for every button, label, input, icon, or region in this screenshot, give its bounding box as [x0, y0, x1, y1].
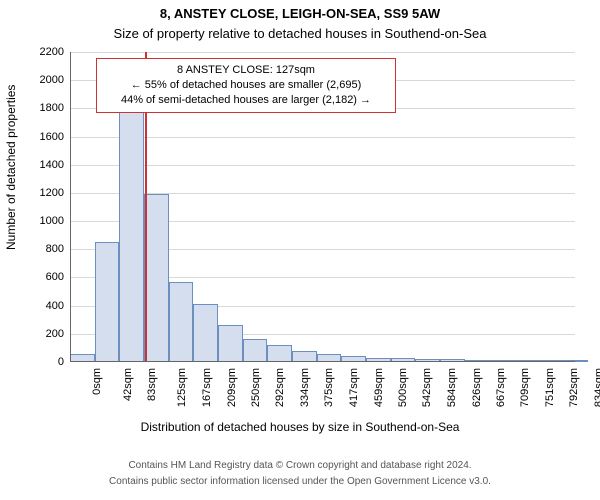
- x-tick-label: 792sqm: [568, 368, 580, 407]
- annotation-line: 8 ANSTEY CLOSE: 127sqm: [105, 63, 387, 78]
- histogram-bar: [267, 345, 292, 362]
- histogram-bar: [193, 304, 218, 362]
- y-tick-label: 1600: [40, 131, 64, 143]
- y-tick-label: 1200: [40, 187, 64, 199]
- annotation-box: 8 ANSTEY CLOSE: 127sqm← 55% of detached …: [96, 58, 396, 113]
- x-tick-label: 459sqm: [373, 368, 385, 407]
- histogram-bar: [243, 339, 268, 362]
- x-tick-label: 209sqm: [226, 368, 238, 407]
- x-tick-label: 334sqm: [299, 368, 311, 407]
- y-tick-label: 2000: [40, 74, 64, 86]
- y-tick-label: 600: [46, 271, 64, 283]
- histogram-bar: [169, 282, 194, 362]
- footer-line-1: Contains HM Land Registry data © Crown c…: [0, 460, 600, 471]
- x-tick-label: 709sqm: [519, 368, 531, 407]
- x-tick-label: 375sqm: [323, 368, 335, 407]
- x-tick-label: 834sqm: [593, 368, 600, 407]
- histogram-bar: [95, 242, 120, 362]
- x-tick-label: 250sqm: [250, 368, 262, 407]
- x-tick-label: 542sqm: [421, 368, 433, 407]
- x-tick-label: 167sqm: [201, 368, 213, 407]
- y-axis: [70, 52, 71, 362]
- x-tick-label: 751sqm: [544, 368, 556, 407]
- y-tick-label: 200: [46, 328, 64, 340]
- y-tick-label: 1000: [40, 215, 64, 227]
- x-tick-label: 125sqm: [177, 368, 189, 407]
- annotation-line: ← 55% of detached houses are smaller (2,…: [105, 78, 387, 93]
- x-axis: [70, 361, 575, 362]
- annotation-line: 44% of semi-detached houses are larger (…: [105, 93, 387, 108]
- x-tick-label: 292sqm: [275, 368, 287, 407]
- histogram-bar: [119, 108, 144, 362]
- x-tick-label: 626sqm: [471, 368, 483, 407]
- x-tick-label: 83sqm: [146, 368, 158, 401]
- x-tick-label: 42sqm: [122, 368, 134, 401]
- y-tick-label: 1800: [40, 102, 64, 114]
- y-axis-label: Number of detached properties: [4, 85, 18, 250]
- y-tick-label: 400: [46, 300, 64, 312]
- histogram-bar: [144, 194, 169, 362]
- footer-line-2: Contains public sector information licen…: [0, 476, 600, 487]
- x-tick-label: 417sqm: [348, 368, 360, 407]
- y-tick-label: 2200: [40, 46, 64, 58]
- x-tick-label: 500sqm: [397, 368, 409, 407]
- page-title: 8, ANSTEY CLOSE, LEIGH-ON-SEA, SS9 5AW: [0, 6, 600, 21]
- y-tick-label: 1400: [40, 159, 64, 171]
- y-tick-label: 0: [58, 356, 64, 368]
- x-axis-label: Distribution of detached houses by size …: [0, 420, 600, 434]
- y-tick-label: 800: [46, 243, 64, 255]
- histogram-bar: [218, 325, 243, 362]
- x-tick-label: 584sqm: [446, 368, 458, 407]
- page-subtitle: Size of property relative to detached ho…: [0, 26, 600, 41]
- x-tick-label: 0sqm: [91, 368, 103, 395]
- x-tick-label: 667sqm: [495, 368, 507, 407]
